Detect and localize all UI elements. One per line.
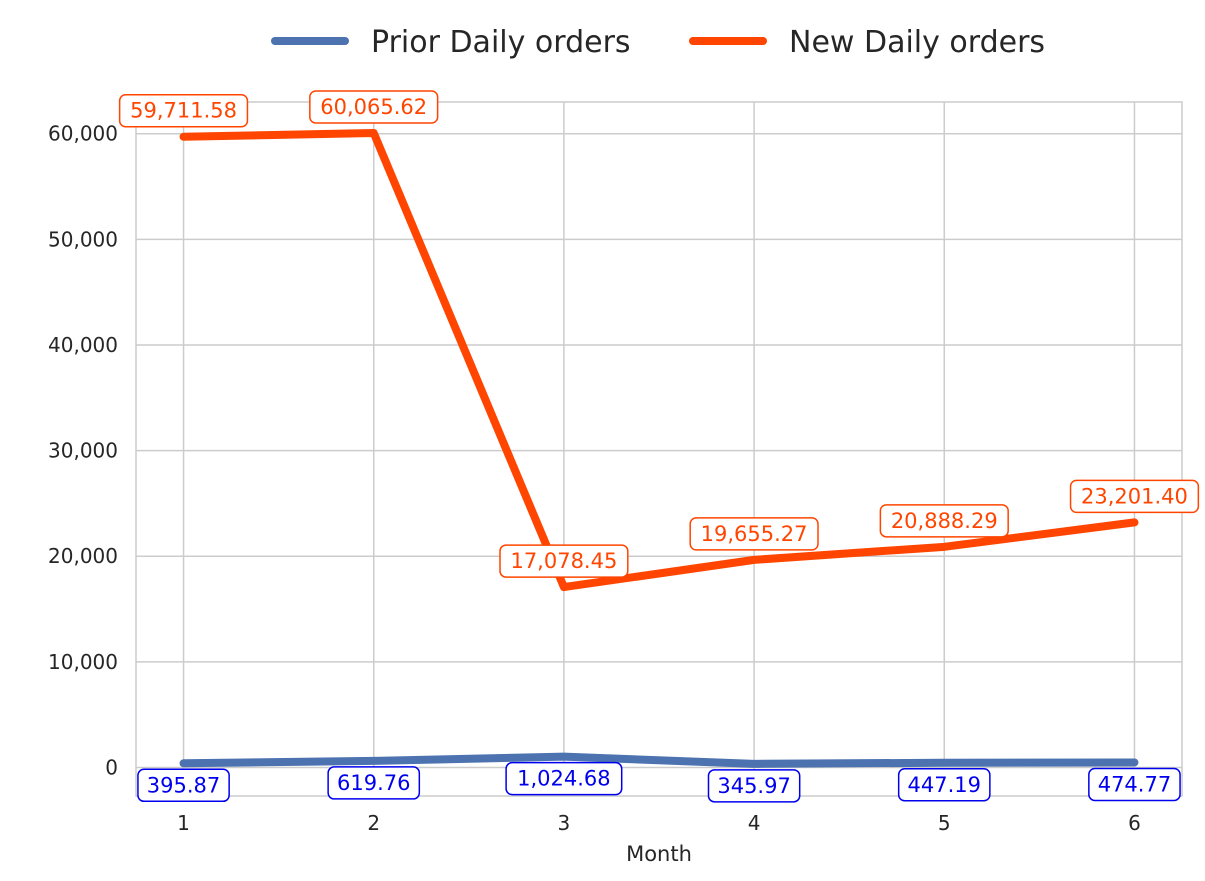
plot-background [135,101,1183,797]
x-tick-label: 4 [748,811,761,835]
y-tick-label: 0 [105,755,118,779]
data-label-box [309,90,439,124]
legend-label: Prior Daily orders [371,25,631,60]
x-tick-label: 3 [558,811,571,835]
y-tick-label: 60,000 [48,122,118,146]
data-label-box [499,544,629,578]
x-tick-label: 2 [367,811,380,835]
data-label-box [327,766,421,800]
y-tick-label: 50,000 [48,227,118,251]
legend-item: New Daily orders [689,25,1045,60]
series-line-new-daily-orders [179,128,1139,592]
data-label: 395.87 [137,768,230,803]
data-label-box [118,93,249,128]
series-line-prior-daily-orders [179,752,1139,768]
data-label-box [707,769,801,803]
data-label-text: 60,065.62 [320,95,427,119]
data-label: 59,711.58 [118,93,249,128]
data-label: 17,078.45 [499,544,629,578]
data-label: 20,888.29 [879,504,1009,538]
plot-area [135,101,1183,797]
data-label-text: 474.77 [1098,772,1171,796]
y-tick-label: 20,000 [48,544,118,568]
legend: Prior Daily orders New Daily orders [271,25,1045,60]
x-axis: 1 2 3 4 5 6 [177,811,1141,835]
data-label: 19,655.27 [689,517,819,551]
y-tick-label: 40,000 [48,333,118,357]
data-label: 60,065.62 [309,90,439,124]
data-label-box [137,768,230,803]
data-label: 23,201.40 [1069,479,1200,514]
data-label-text: 395.87 [147,773,220,797]
data-label: 345.97 [707,769,801,803]
x-tick-label: 5 [938,811,951,835]
data-label-text: 1,024.68 [517,767,611,791]
y-axis: 0 10,000 20,000 30,000 40,000 50,000 60,000 [48,122,118,780]
data-label-box [879,504,1009,538]
data-label-text: 23,201.40 [1081,484,1188,508]
legend-item: Prior Daily orders [271,25,631,60]
legend-label: New Daily orders [789,25,1045,60]
data-label-box [689,517,819,551]
data-label-text: 447.19 [908,773,981,797]
x-axis-title: Month [626,842,692,866]
data-label: 447.19 [897,768,991,802]
data-label-box [505,761,623,796]
data-label-box [897,768,991,802]
data-label-text: 19,655.27 [701,522,808,546]
series-lines [179,128,1139,768]
data-label: 1,024.68 [505,761,623,796]
data-label-text: 20,888.29 [891,509,998,533]
data-label-text: 345.97 [717,774,790,798]
data-label-text: 619.76 [337,771,410,795]
data-label-text: 17,078.45 [510,549,617,573]
grid [136,102,1182,796]
x-tick-label: 6 [1128,811,1141,835]
y-tick-label: 30,000 [48,439,118,463]
data-label: 619.76 [327,766,421,800]
x-tick-label: 1 [177,811,190,835]
data-label: 474.77 [1088,767,1181,802]
data-labels: 395.87 619.76 1,024.68 345.97 447.19 474.77 59… [118,90,1200,803]
y-tick-label: 10,000 [48,650,118,674]
data-label-box [1069,479,1200,514]
data-label-box [1088,767,1181,802]
data-label-text: 59,711.58 [130,99,237,123]
